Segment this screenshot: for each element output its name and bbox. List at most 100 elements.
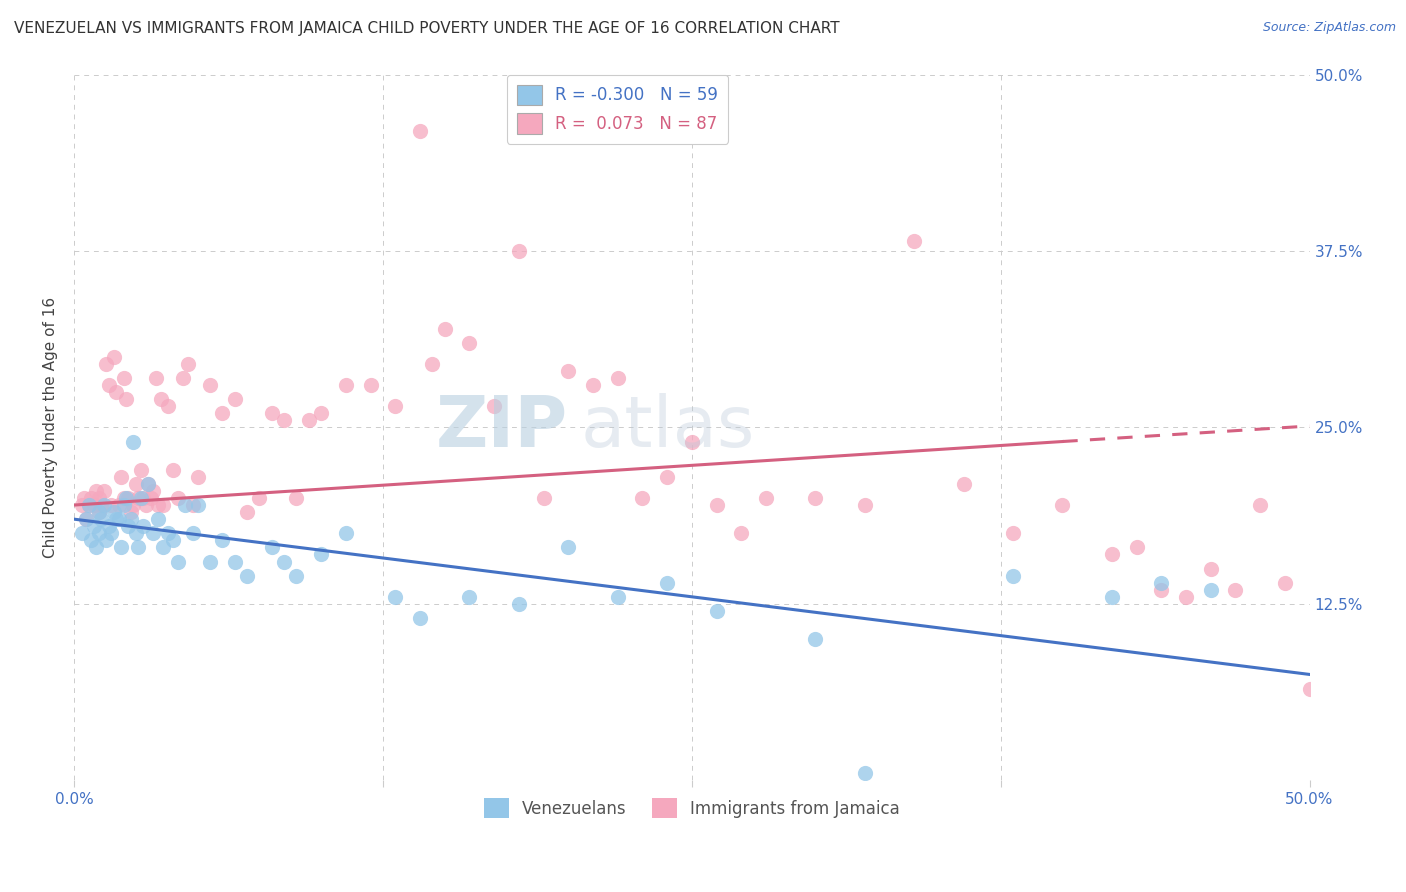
Point bbox=[384, 399, 406, 413]
Point bbox=[1249, 498, 1271, 512]
Point bbox=[103, 350, 125, 364]
Point bbox=[804, 632, 827, 647]
Point bbox=[655, 575, 678, 590]
Point bbox=[103, 505, 125, 519]
Point bbox=[181, 498, 204, 512]
Point bbox=[1175, 590, 1198, 604]
Point bbox=[112, 498, 135, 512]
Point bbox=[156, 526, 179, 541]
Point bbox=[117, 491, 139, 505]
Point bbox=[75, 512, 97, 526]
Point bbox=[755, 491, 778, 505]
Point bbox=[309, 406, 332, 420]
Point bbox=[706, 498, 728, 512]
Point bbox=[508, 597, 530, 611]
Point bbox=[70, 498, 93, 512]
Point bbox=[335, 378, 357, 392]
Point bbox=[83, 519, 105, 533]
Point bbox=[139, 491, 162, 505]
Point bbox=[87, 505, 110, 519]
Point bbox=[606, 590, 628, 604]
Point bbox=[804, 491, 827, 505]
Point bbox=[127, 541, 149, 555]
Point bbox=[1125, 541, 1147, 555]
Point bbox=[162, 463, 184, 477]
Point bbox=[1150, 575, 1173, 590]
Point bbox=[177, 357, 200, 371]
Point bbox=[582, 378, 605, 392]
Point bbox=[115, 392, 138, 407]
Point bbox=[309, 548, 332, 562]
Point bbox=[142, 483, 165, 498]
Point bbox=[533, 491, 555, 505]
Point bbox=[260, 406, 283, 420]
Point bbox=[409, 611, 432, 625]
Point bbox=[127, 491, 149, 505]
Point bbox=[132, 491, 155, 505]
Point bbox=[211, 533, 233, 548]
Point bbox=[87, 526, 110, 541]
Point bbox=[135, 498, 157, 512]
Point bbox=[631, 491, 654, 505]
Point bbox=[273, 413, 295, 427]
Point bbox=[105, 385, 128, 400]
Point bbox=[187, 498, 209, 512]
Point bbox=[198, 378, 221, 392]
Point bbox=[730, 526, 752, 541]
Point bbox=[136, 476, 159, 491]
Point bbox=[224, 392, 246, 407]
Point bbox=[107, 498, 129, 512]
Point bbox=[557, 541, 579, 555]
Y-axis label: Child Poverty Under the Age of 16: Child Poverty Under the Age of 16 bbox=[44, 297, 58, 558]
Point bbox=[146, 498, 169, 512]
Point bbox=[384, 590, 406, 604]
Point bbox=[96, 357, 118, 371]
Text: Source: ZipAtlas.com: Source: ZipAtlas.com bbox=[1263, 21, 1396, 34]
Point bbox=[125, 476, 148, 491]
Point bbox=[167, 554, 190, 568]
Point bbox=[409, 124, 432, 138]
Point bbox=[181, 526, 204, 541]
Point bbox=[115, 491, 138, 505]
Point bbox=[100, 498, 122, 512]
Point bbox=[285, 491, 308, 505]
Point bbox=[482, 399, 505, 413]
Point bbox=[508, 244, 530, 258]
Point bbox=[224, 554, 246, 568]
Point bbox=[77, 498, 100, 512]
Point bbox=[174, 498, 197, 512]
Point bbox=[80, 533, 103, 548]
Point bbox=[100, 526, 122, 541]
Point bbox=[236, 505, 259, 519]
Point bbox=[1001, 526, 1024, 541]
Point bbox=[952, 476, 974, 491]
Point bbox=[273, 554, 295, 568]
Point bbox=[93, 498, 115, 512]
Point bbox=[86, 483, 108, 498]
Point bbox=[1101, 590, 1123, 604]
Point bbox=[120, 505, 142, 519]
Point bbox=[93, 483, 115, 498]
Text: atlas: atlas bbox=[581, 392, 755, 462]
Point bbox=[247, 491, 270, 505]
Point bbox=[706, 604, 728, 618]
Point bbox=[75, 512, 97, 526]
Point bbox=[97, 378, 120, 392]
Point bbox=[298, 413, 321, 427]
Point bbox=[1150, 582, 1173, 597]
Point bbox=[681, 434, 703, 449]
Point bbox=[83, 498, 105, 512]
Point bbox=[1298, 681, 1320, 696]
Point bbox=[87, 505, 110, 519]
Point bbox=[422, 357, 444, 371]
Point bbox=[112, 371, 135, 385]
Point bbox=[129, 463, 152, 477]
Point bbox=[236, 568, 259, 582]
Point bbox=[149, 392, 172, 407]
Point bbox=[187, 470, 209, 484]
Point bbox=[145, 371, 167, 385]
Point bbox=[120, 512, 142, 526]
Point bbox=[1101, 548, 1123, 562]
Point bbox=[122, 498, 145, 512]
Point bbox=[77, 498, 100, 512]
